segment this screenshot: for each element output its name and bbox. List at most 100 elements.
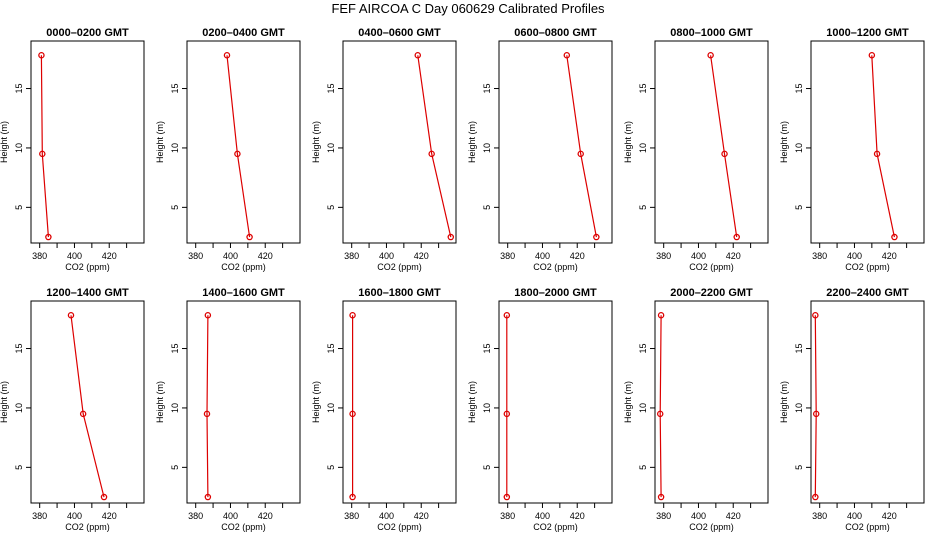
data-point xyxy=(428,150,435,158)
profile-line xyxy=(659,315,662,498)
y-axis-label: Height (m) xyxy=(311,381,321,423)
data-point xyxy=(67,312,75,319)
data-point xyxy=(812,312,819,319)
y-tick-label: 10 xyxy=(326,143,336,153)
x-tick-label: 380 xyxy=(656,511,671,521)
panel-4: 0600–0800 GMT 380 400 420 5 10 15 CO2 (ppm) Heig… xyxy=(467,27,613,272)
y-axis-label: Height (m) xyxy=(623,121,633,163)
x-axis-label: CO2 (ppm) xyxy=(221,262,266,272)
data-point xyxy=(812,493,819,501)
x-axis-label: CO2 (ppm) xyxy=(377,522,422,532)
data-point xyxy=(100,493,108,501)
y-tick-label: 10 xyxy=(14,143,24,153)
panel-5: 0800–1000 GMT 380 400 420 5 10 15 CO2 (ppm) Heig… xyxy=(623,27,769,272)
panel-3: 0400–0600 GMT 380 400 420 5 10 15 CO2 (ppm) Heig… xyxy=(311,27,457,272)
x-tick-label: 400 xyxy=(67,511,82,521)
data-point xyxy=(707,52,714,59)
panel-10: 1800–2000 GMT 380 400 420 5 10 15 CO2 (ppm) Heig… xyxy=(467,287,613,532)
plot-frame xyxy=(186,40,301,244)
x-tick-label: 400 xyxy=(223,251,238,261)
data-point xyxy=(349,410,356,418)
x-tick-label: 420 xyxy=(414,511,429,521)
panel-title: 0400–0600 GMT xyxy=(358,27,441,39)
plot-frame xyxy=(654,300,769,504)
y-tick-label: 5 xyxy=(794,465,804,470)
x-axis-label: CO2 (ppm) xyxy=(377,262,422,272)
data-point xyxy=(721,150,728,158)
x-tick-label: 420 xyxy=(570,511,585,521)
y-tick-label: 5 xyxy=(326,465,336,470)
panel-title: 0200–0400 GMT xyxy=(202,27,285,39)
x-tick-label: 420 xyxy=(258,251,273,261)
x-tick-label: 380 xyxy=(188,511,203,521)
x-tick-label: 420 xyxy=(882,511,897,521)
data-point xyxy=(868,52,876,59)
x-tick-label: 380 xyxy=(656,251,671,261)
y-axis-label: Height (m) xyxy=(0,381,9,423)
data-point xyxy=(891,233,898,241)
plot-frame xyxy=(342,40,457,244)
panel-12: 2200–2400 GMT 380 400 420 5 10 15 CO2 (ppm) Heig… xyxy=(779,287,925,532)
data-point xyxy=(503,493,511,501)
data-point xyxy=(204,312,212,319)
y-tick-label: 10 xyxy=(638,143,648,153)
panel-title: 0000–0200 GMT xyxy=(46,27,129,39)
y-tick-label: 10 xyxy=(170,403,180,413)
panel-title: 1800–2000 GMT xyxy=(514,287,597,299)
profile-line xyxy=(226,55,251,238)
x-axis-label: CO2 (ppm) xyxy=(845,262,890,272)
panel-title: 0600–0800 GMT xyxy=(514,27,597,39)
plot-frame xyxy=(30,300,145,504)
y-tick-label: 15 xyxy=(482,84,492,94)
data-point xyxy=(657,493,665,501)
y-tick-label: 5 xyxy=(14,465,24,470)
x-tick-label: 400 xyxy=(691,511,706,521)
y-tick-label: 5 xyxy=(170,465,180,470)
x-tick-label: 380 xyxy=(344,251,359,261)
data-point xyxy=(246,233,253,241)
y-tick-label: 15 xyxy=(482,344,492,354)
x-axis-label: CO2 (ppm) xyxy=(533,522,578,532)
x-axis-label: CO2 (ppm) xyxy=(65,262,110,272)
panel-8: 1400–1600 GMT 380 400 420 5 10 15 CO2 (ppm) Heig… xyxy=(155,287,301,532)
plot-frame xyxy=(654,40,769,244)
plot-frame xyxy=(30,40,145,244)
panel-2: 0200–0400 GMT 380 400 420 5 10 15 CO2 (ppm) Heig… xyxy=(155,27,301,272)
x-axis-label: CO2 (ppm) xyxy=(65,522,110,532)
x-tick-label: 420 xyxy=(102,511,117,521)
x-axis-label: CO2 (ppm) xyxy=(689,522,734,532)
data-point xyxy=(447,233,455,241)
panel-6: 1000–1200 GMT 380 400 420 5 10 15 CO2 (ppm) Heig… xyxy=(779,27,925,272)
data-point xyxy=(873,150,881,158)
data-point xyxy=(349,312,356,319)
data-point xyxy=(204,493,212,501)
data-point xyxy=(45,233,52,241)
y-tick-label: 15 xyxy=(170,344,180,354)
figure-title: FEF AIRCOA C Day 060629 Calibrated Profi… xyxy=(331,1,605,16)
y-tick-label: 10 xyxy=(638,403,648,413)
data-point xyxy=(234,150,241,158)
y-axis-label: Height (m) xyxy=(779,121,789,163)
x-axis-label: CO2 (ppm) xyxy=(221,522,266,532)
x-tick-label: 400 xyxy=(379,511,394,521)
plot-frame xyxy=(342,300,457,504)
y-tick-label: 15 xyxy=(14,344,24,354)
x-tick-label: 400 xyxy=(67,251,82,261)
data-point xyxy=(503,410,511,418)
y-tick-label: 10 xyxy=(794,143,804,153)
y-tick-label: 10 xyxy=(794,403,804,413)
profile-line xyxy=(814,315,817,498)
x-tick-label: 420 xyxy=(726,511,741,521)
panel-title: 2000–2200 GMT xyxy=(670,287,753,299)
x-tick-label: 400 xyxy=(535,251,550,261)
data-point xyxy=(223,52,231,59)
panel-7: 1200–1400 GMT 380 400 420 5 10 15 CO2 (ppm) Heig… xyxy=(0,287,145,532)
x-tick-label: 400 xyxy=(223,511,238,521)
x-tick-label: 400 xyxy=(847,251,862,261)
profile-line xyxy=(566,55,597,238)
plot-frame xyxy=(810,300,925,504)
x-axis-label: CO2 (ppm) xyxy=(533,262,578,272)
data-point xyxy=(593,233,600,241)
data-point xyxy=(79,410,87,418)
